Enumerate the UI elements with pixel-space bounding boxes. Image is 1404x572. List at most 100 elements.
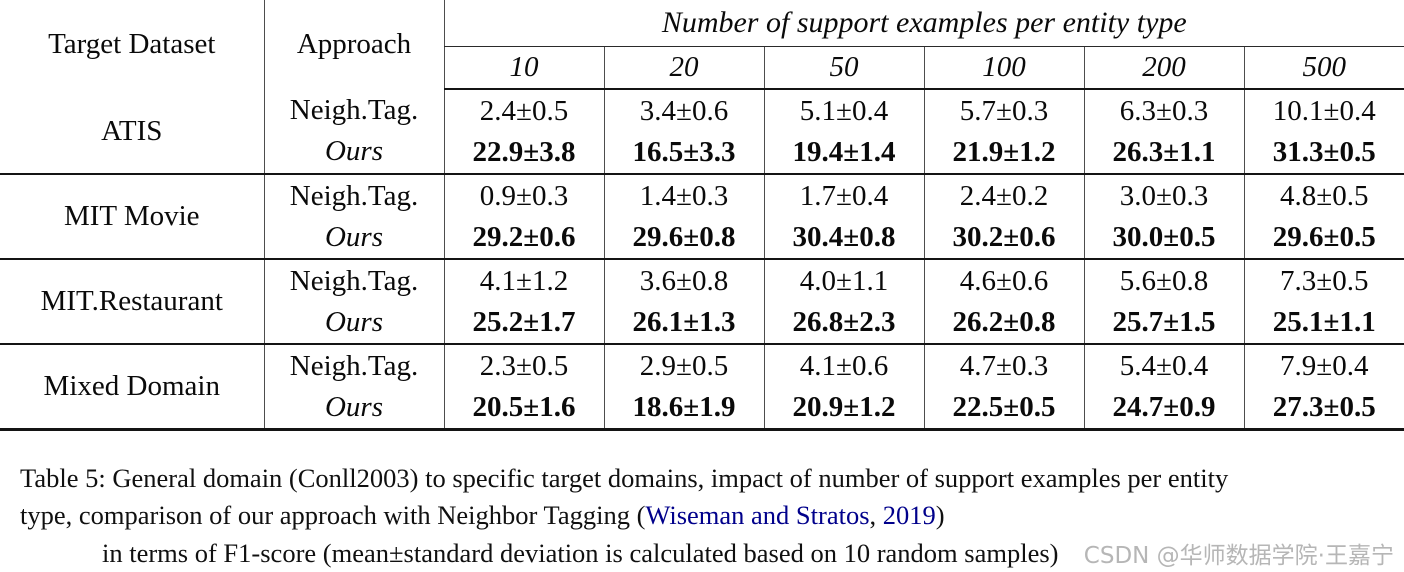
value-cell: 3.0±0.3 30.0±0.5 [1083,174,1244,260]
ours-approach-label: Ours [324,390,383,423]
ours-value: 24.7±0.9 [1112,390,1216,423]
baseline-value: 4.1±1.2 [479,264,569,297]
target-dataset-header: Target Dataset [48,28,216,60]
table-row: MIT Movie Neigh.Tag. Ours 0.9±0.3 29.2±0.… [0,174,1404,260]
ours-value: 22.5±0.5 [952,390,1056,423]
ours-value: 20.9±1.2 [792,390,896,423]
baseline-value: 2.3±0.5 [479,349,569,382]
support-count-header: 200 [1083,46,1244,90]
dataset-cell: ATIS [0,89,264,175]
baseline-approach-label: Neigh.Tag. [289,179,419,212]
value-cell: 4.7±0.3 22.5±0.5 [923,344,1084,431]
baseline-approach-label: Neigh.Tag. [289,94,419,126]
baseline-value: 1.7±0.4 [799,179,889,212]
baseline-value: 4.7±0.3 [959,349,1049,382]
approach-cell: Neigh.Tag. Ours [263,344,444,431]
support-title-header: Number of support examples per entity ty… [443,0,1404,47]
caption-line-2: type, comparison of our approach with Ne… [20,497,1386,534]
value-cell: 1.4±0.3 29.6±0.8 [603,174,764,260]
caption-text: , [869,500,883,530]
value-cell: 3.4±0.6 16.5±3.3 [603,89,764,175]
baseline-approach-label: Neigh.Tag. [289,264,419,297]
value-cell: 10.1±0.4 31.3±0.5 [1243,89,1404,175]
results-table: Target Dataset Approach Number of suppor… [0,0,1404,431]
baseline-value: 7.3±0.5 [1280,264,1369,297]
ours-value: 18.6±1.9 [632,390,736,423]
baseline-value: 4.0±1.1 [799,264,889,297]
table-row: MIT.Restaurant Neigh.Tag. Ours 4.1±1.2 25… [0,259,1404,345]
value-cell: 4.0±1.1 26.8±2.3 [763,259,924,345]
baseline-value: 5.4±0.4 [1119,349,1209,382]
ours-value: 22.9±3.8 [472,135,576,168]
value-cell: 2.3±0.5 20.5±1.6 [443,344,604,431]
header-row-top: Target Dataset Approach Number of suppor… [0,0,1404,89]
value-cell: 3.6±0.8 26.1±1.3 [603,259,764,345]
dataset-cell: Mixed Domain [0,344,264,431]
value-cell: 1.7±0.4 30.4±0.8 [763,174,924,260]
value-cell: 4.1±1.2 25.2±1.7 [443,259,604,345]
baseline-value: 0.9±0.3 [479,179,569,212]
caption-text: type, comparison of our approach with Ne… [20,500,646,530]
value-cell: 4.1±0.6 20.9±1.2 [763,344,924,431]
caption-text: Table 5: General domain (Conll2003) to s… [20,463,1229,493]
support-count-header: 100 [923,46,1084,90]
value-cell: 2.9±0.5 18.6±1.9 [603,344,764,431]
support-count-header: 10 [443,46,604,90]
ours-approach-label: Ours [324,305,383,338]
baseline-value: 3.6±0.8 [639,264,729,297]
ours-approach-label: Ours [324,135,383,167]
approach-header: Approach [263,0,444,89]
baseline-value: 3.4±0.6 [639,94,729,127]
ours-value: 26.2±0.8 [952,305,1056,338]
baseline-value: 2.9±0.5 [639,349,729,382]
baseline-value: 1.4±0.3 [639,179,729,212]
ours-value: 30.2±0.6 [952,220,1056,253]
approach-cell: Neigh.Tag. Ours [263,174,444,260]
value-cell: 5.6±0.8 25.7±1.5 [1083,259,1244,345]
ours-value: 25.2±1.7 [472,305,576,338]
caption-line-3: in terms of F1-score (mean±standard devi… [102,538,1059,568]
ours-value: 19.4±1.4 [792,135,896,168]
value-cell: 7.3±0.5 25.1±1.1 [1243,259,1404,345]
ours-value: 30.0±0.5 [1112,220,1216,253]
ours-value: 21.9±1.2 [952,135,1056,168]
value-cell: 5.7±0.3 21.9±1.2 [923,89,1084,175]
value-cell: 7.9±0.4 27.3±0.5 [1243,344,1404,431]
baseline-value: 4.1±0.6 [799,349,889,382]
ours-value: 25.7±1.5 [1112,305,1216,338]
value-cell: 2.4±0.5 22.9±3.8 [443,89,604,175]
value-cell: 6.3±0.3 26.3±1.1 [1083,89,1244,175]
table-row: Mixed Domain Neigh.Tag. Ours 2.3±0.5 20.5… [0,344,1404,431]
baseline-value: 2.4±0.5 [479,94,569,127]
baseline-value: 7.9±0.4 [1280,349,1369,382]
header-row-counts: 10 20 50 100 200 500 [0,46,1404,90]
caption-text: ) [935,500,945,530]
value-cell: 5.1±0.4 19.4±1.4 [763,89,924,175]
ours-value: 27.3±0.5 [1272,390,1376,423]
citation-link-year[interactable]: 2019 [882,500,936,530]
ours-value: 26.8±2.3 [792,305,896,338]
ours-value: 29.6±0.5 [1272,220,1376,253]
approach-cell: Neigh.Tag. Ours [263,259,444,345]
approach-cell: Neigh.Tag. Ours [263,89,444,175]
watermark: CSDN @华师数据学院·王嘉宁 [1083,543,1394,569]
support-count-header: 500 [1243,46,1404,90]
baseline-value: 2.4±0.2 [959,179,1049,212]
table-row: ATIS Neigh.Tag. Ours 2.4±0.5 22.9±3.8 3.4… [0,89,1404,175]
ours-value: 16.5±3.3 [632,135,736,168]
value-cell: 0.9±0.3 29.2±0.6 [443,174,604,260]
dataset-cell: MIT.Restaurant [0,259,264,345]
ours-approach-label: Ours [324,220,383,253]
baseline-value: 6.3±0.3 [1119,94,1209,127]
baseline-value: 10.1±0.4 [1272,94,1376,127]
baseline-approach-label: Neigh.Tag. [289,349,419,382]
citation-link-authors[interactable]: Wiseman and Stratos [645,500,870,530]
dataset-cell: MIT Movie [0,174,264,260]
value-cell: 2.4±0.2 30.2±0.6 [923,174,1084,260]
ours-value: 25.1±1.1 [1272,305,1376,338]
baseline-value: 4.8±0.5 [1280,179,1369,212]
ours-value: 29.6±0.8 [632,220,736,253]
caption-line-1: Table 5: General domain (Conll2003) to s… [20,460,1386,497]
table-caption: Table 5: General domain (Conll2003) to s… [20,460,1386,572]
ours-value: 30.4±0.8 [792,220,896,253]
